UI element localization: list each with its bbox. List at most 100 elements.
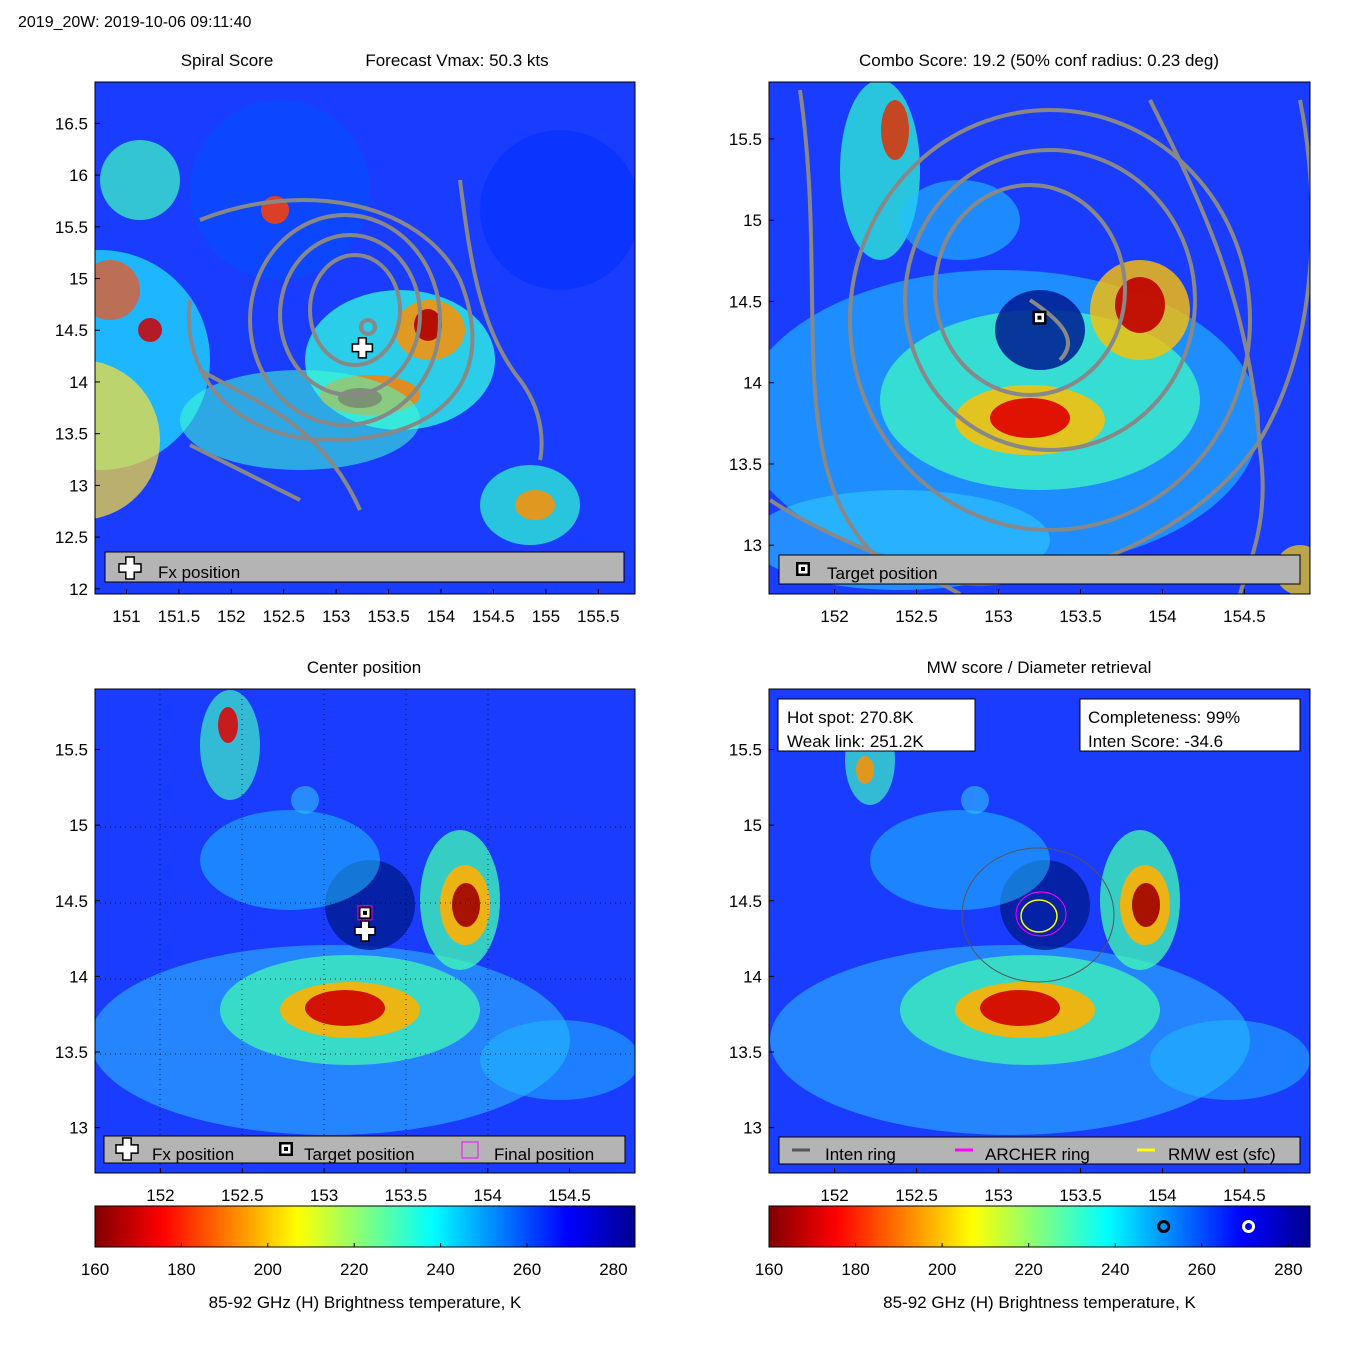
panel-center: Center position: [55, 658, 636, 1312]
center-grid: [95, 689, 635, 1173]
center-xtick-label: 152: [146, 1186, 174, 1205]
center-colorbar-label: 85-92 GHz (H) Brightness temperature, K: [209, 1293, 522, 1312]
combo-xtick-label: 152: [820, 607, 848, 626]
center-xtick-label: 153: [310, 1186, 338, 1205]
completeness-text: Completeness: 99%: [1088, 708, 1240, 727]
center-ytick-label: 14.5: [55, 892, 88, 911]
mw-xtick-label: 152.5: [895, 1186, 938, 1205]
center-xtick-label: 154: [474, 1186, 502, 1205]
hot-spot-text: Hot spot: 270.8K: [787, 708, 914, 727]
center-colorbar-tick: 240: [426, 1260, 454, 1279]
combo-xtick-label: 152.5: [895, 607, 938, 626]
spiral-forecast-vmax: Forecast Vmax: 50.3 kts: [365, 51, 548, 70]
panel-spiral: Spiral Score Forecast Vmax: 50.3 kts: [55, 51, 636, 626]
center-colorbar-tick: 220: [340, 1260, 368, 1279]
mw-title: MW score / Diameter retrieval: [927, 658, 1152, 677]
panel-combo: Combo Score: 19.2 (50% conf radius: 0.23…: [729, 51, 1311, 626]
weak-link-marker: [1157, 1220, 1171, 1233]
mw-legend: Inten ring ARCHER ring RMW est (sfc): [778, 1136, 1301, 1165]
mw-axes: 152 152.5 153 153.5 154 154.5 13 13.5 14 14.5 15 15…: [729, 741, 1266, 1206]
archer-ring: [1015, 891, 1067, 937]
center-colorbar-tick: 200: [254, 1260, 282, 1279]
mw-info-left: Hot spot: 270.8K Weak link: 251.2K: [777, 698, 976, 752]
mw-xtick-label: 154.5: [1223, 1186, 1266, 1205]
center-colorbar-tick: 260: [513, 1260, 541, 1279]
center-colorbar: 160 180 200 220 240 260 280 85-92 GHz (H) Brigh…: [81, 1205, 636, 1312]
combo-xtick-label: 154.5: [1223, 607, 1266, 626]
center-final-position-marker: [357, 905, 373, 921]
combo-target-position-marker: [1032, 310, 1047, 325]
spiral-ytick-label: 16: [69, 166, 88, 185]
spiral-ytick-label: 16.5: [55, 114, 88, 133]
combo-xtick-label: 153: [984, 607, 1012, 626]
spiral-markers: [351, 337, 374, 359]
spiral-title: Spiral Score: [181, 51, 274, 70]
combo-markers: [1032, 310, 1047, 325]
center-ytick-label: 13.5: [55, 1043, 88, 1062]
spiral-contours: [186, 179, 544, 511]
spiral-legend-label: Fx position: [158, 563, 240, 582]
mw-legend-label-archer: ARCHER ring: [985, 1145, 1090, 1164]
mw-colorbar-tick: 280: [1274, 1260, 1302, 1279]
spiral-xtick-label: 152.5: [262, 607, 305, 626]
target-square-icon: [796, 562, 810, 576]
spiral-ytick-label: 14: [69, 373, 88, 392]
center-target-position-marker: [358, 905, 372, 920]
combo-legend: Target position: [778, 554, 1301, 585]
rmw-ring: [1020, 899, 1058, 933]
combo-xtick-label: 154: [1148, 607, 1176, 626]
center-title: Center position: [307, 658, 421, 677]
center-ytick-label: 14: [69, 967, 88, 986]
center-xtick-label: 154.5: [548, 1186, 591, 1205]
spiral-xtick-label: 151.5: [158, 607, 201, 626]
mw-colorbar-tick: 180: [841, 1260, 869, 1279]
panel-mw: MW score / Diameter retrieval: [729, 658, 1311, 1312]
center-xtick-label: 153.5: [385, 1186, 428, 1205]
mw-ytick-label: 14.5: [729, 892, 762, 911]
spiral-xtick-label: 151: [112, 607, 140, 626]
mw-rings: [961, 847, 1115, 983]
mw-ytick-label: 13.5: [729, 1043, 762, 1062]
center-legend-label-target: Target position: [304, 1145, 415, 1164]
weak-link-text: Weak link: 251.2K: [787, 732, 924, 751]
mw-xtick-label: 152: [820, 1186, 848, 1205]
spiral-heatmap: [95, 82, 635, 594]
center-ytick-label: 15.5: [55, 741, 88, 760]
combo-ytick-label: 13: [743, 536, 762, 555]
spiral-ytick-label: 15.5: [55, 218, 88, 237]
center-colorbar-tick: 180: [167, 1260, 195, 1279]
mw-xtick-label: 154: [1148, 1186, 1176, 1205]
spiral-xtick-label: 152: [217, 607, 245, 626]
spiral-xtick-label: 153: [322, 607, 350, 626]
mw-colorbar-tick: 260: [1188, 1260, 1216, 1279]
spiral-fx-position-marker: [351, 337, 374, 359]
spiral-xtick-label: 154: [427, 607, 455, 626]
combo-legend-label: Target position: [827, 564, 938, 583]
hot-spot-marker: [1242, 1220, 1256, 1233]
mw-info-right: Completeness: 99% Inten Score: -34.6: [1079, 698, 1301, 752]
center-colorbar-gradient: [94, 1205, 636, 1248]
spiral-xtick-label: 155: [532, 607, 560, 626]
center-xtick-label: 152.5: [221, 1186, 264, 1205]
center-ytick-label: 15: [69, 816, 88, 835]
spiral-legend: Fx position: [104, 551, 625, 583]
spiral-ytick-label: 13: [69, 476, 88, 495]
combo-title: Combo Score: 19.2 (50% conf radius: 0.23…: [859, 51, 1219, 70]
combo-axes: 152 152.5 153 153.5 154 154.5 13 13.5 14 14.5 15 15…: [729, 130, 1266, 626]
spiral-xtick-label: 153.5: [367, 607, 410, 626]
final-square-icon: [461, 1141, 479, 1159]
mw-legend-label-inten: Inten ring: [825, 1145, 896, 1164]
spiral-ytick-label: 12.5: [55, 528, 88, 547]
center-ytick-label: 13: [69, 1119, 88, 1138]
center-legend-label-fx: Fx position: [152, 1145, 234, 1164]
center-fx-position-marker: [354, 920, 376, 942]
mw-xtick-label: 153: [984, 1186, 1012, 1205]
mw-ytick-label: 15: [743, 816, 762, 835]
mw-colorbar-tick: 160: [755, 1260, 783, 1279]
mw-xtick-label: 153.5: [1059, 1186, 1102, 1205]
spiral-ytick-label: 15: [69, 270, 88, 289]
target-square-icon: [279, 1142, 293, 1156]
spiral-xtick-label: 155.5: [577, 607, 620, 626]
mw-colorbar-gradient: [768, 1205, 1311, 1248]
